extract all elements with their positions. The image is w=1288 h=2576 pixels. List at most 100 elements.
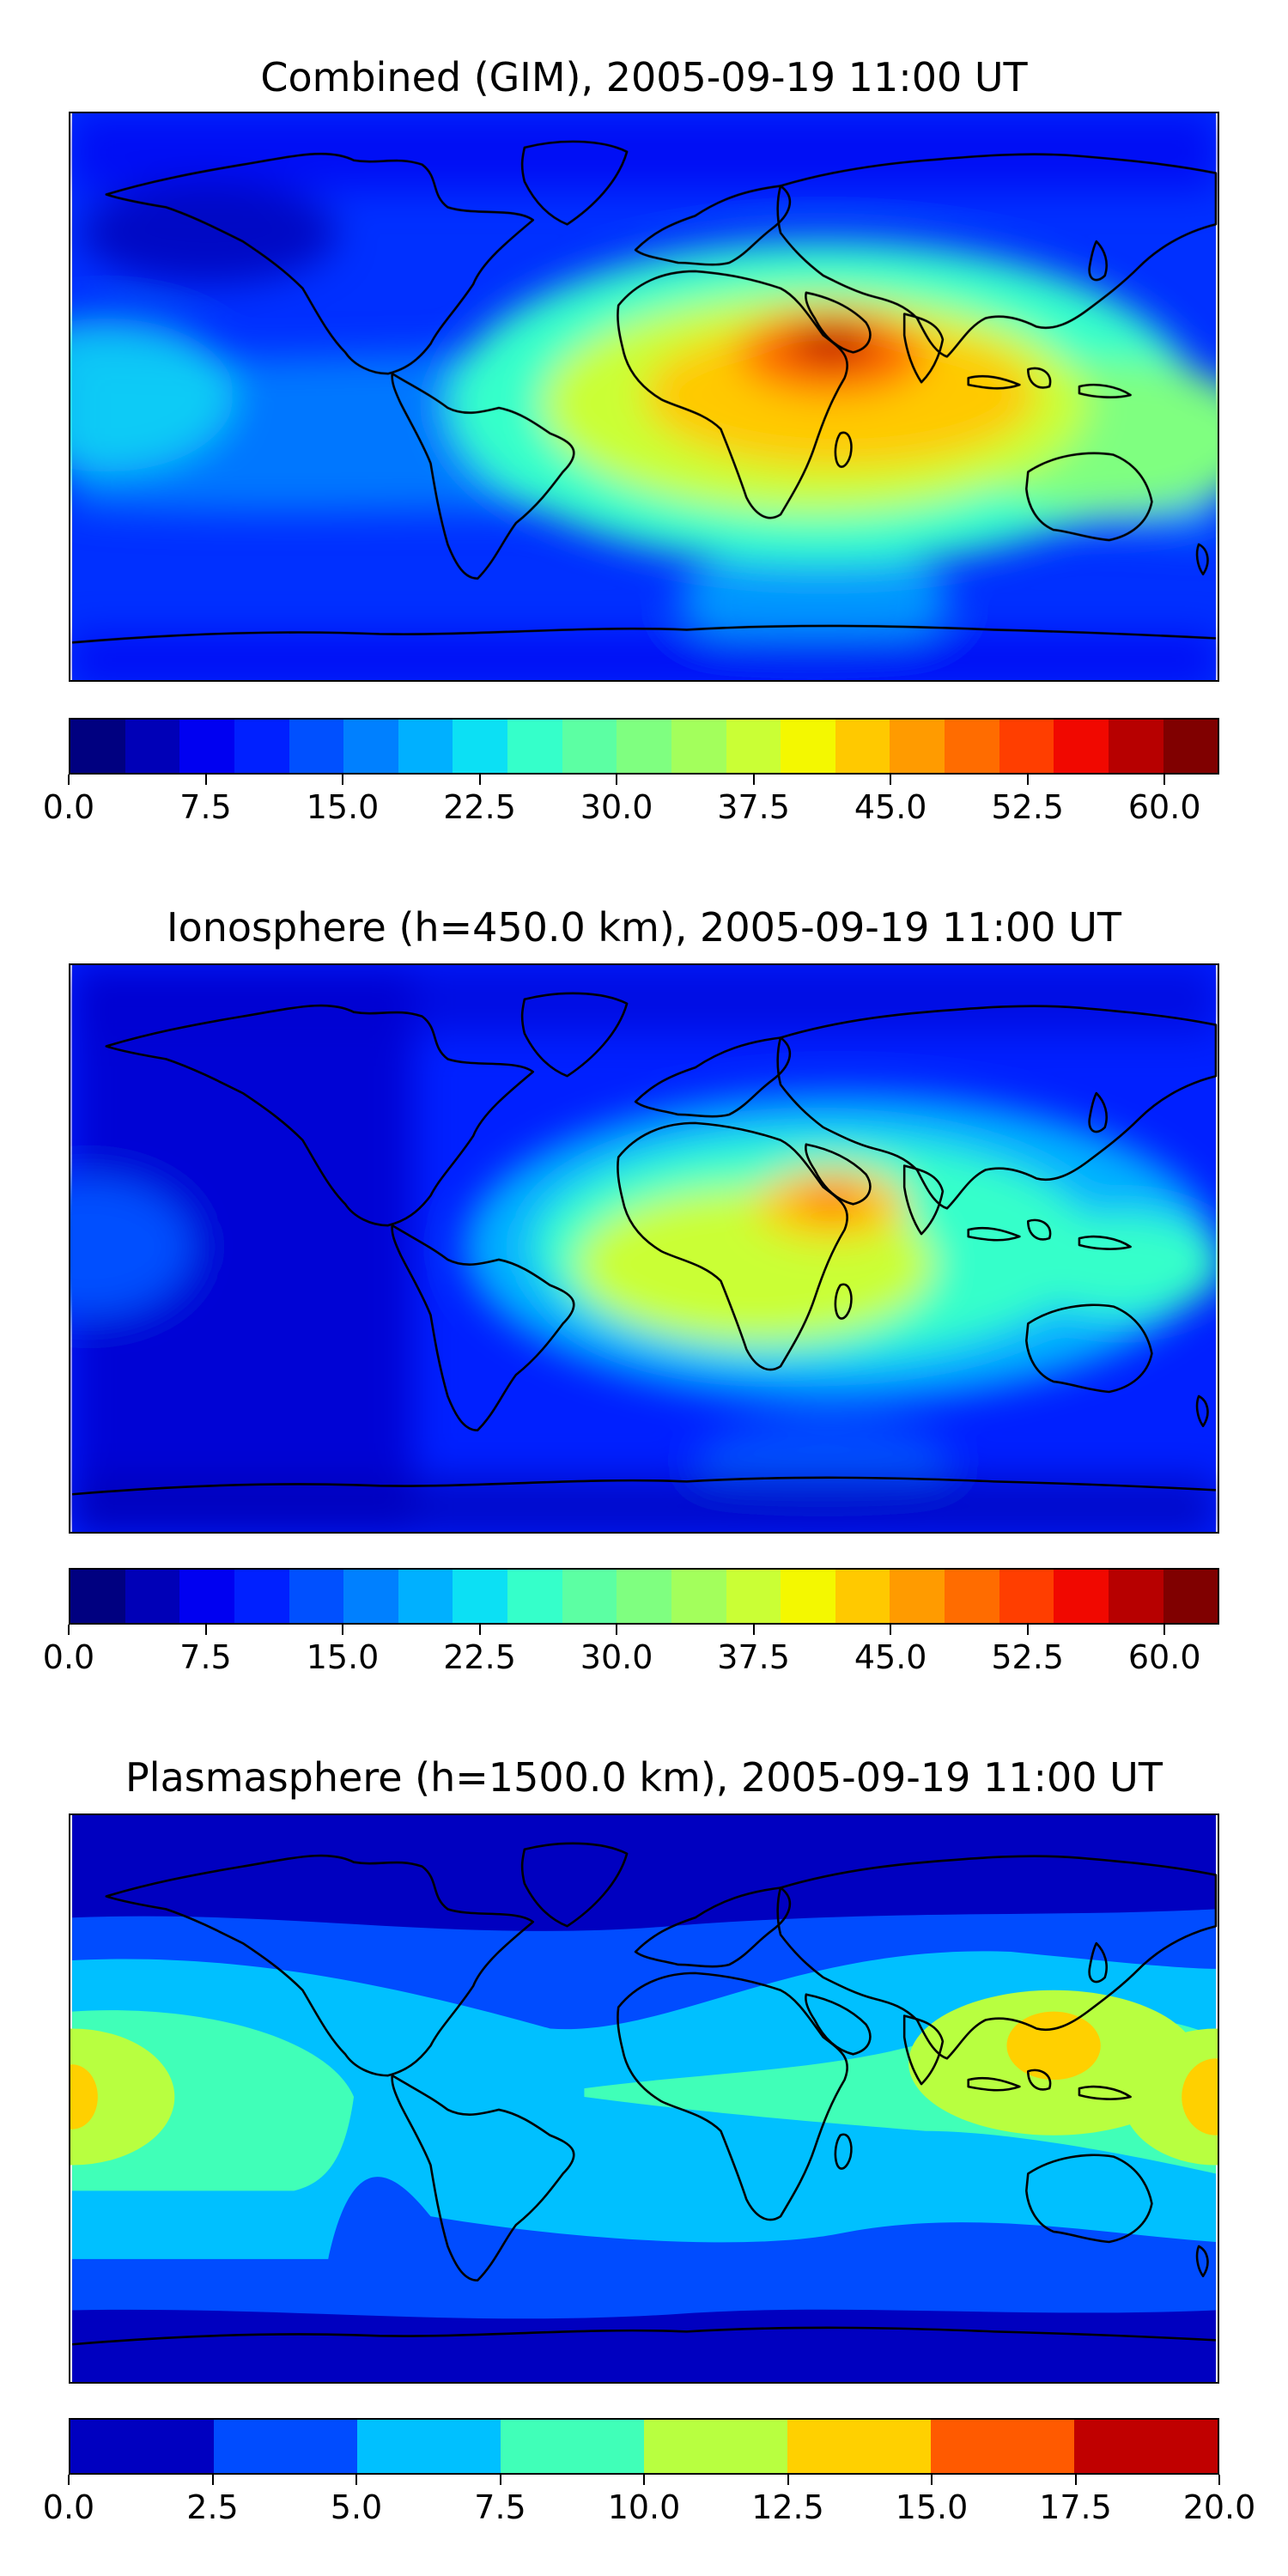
- colorbar-tick-label: 45.0: [854, 788, 927, 826]
- colorbar-tick-label: 22.5: [443, 1638, 516, 1676]
- colorbar-segment: [501, 2420, 644, 2473]
- colorbar-segment: [617, 1570, 671, 1623]
- colorbar-tick: [890, 1625, 892, 1635]
- colorbar-segment: [179, 1570, 234, 1623]
- colorbar-segment: [1054, 1570, 1109, 1623]
- colorbar-segment: [214, 2420, 357, 2473]
- colorbar-segment: [644, 2420, 787, 2473]
- colorbar-segment: [1163, 720, 1218, 773]
- chart-title: Plasmasphere (h=1500.0 km), 2005-09-19 1…: [125, 1754, 1163, 1801]
- colorbar-segment: [70, 2420, 214, 2473]
- colorbar-tick: [1218, 2475, 1220, 2485]
- tec-field: [70, 1909, 1218, 2319]
- blob-pacific: [70, 1178, 192, 1315]
- colorbar-tick: [68, 1625, 70, 1635]
- colorbar-segment: [507, 720, 562, 773]
- colorbar-segment: [357, 2420, 501, 2473]
- colorbar-tick-label: 30.0: [580, 788, 653, 826]
- colorbar-segment: [890, 1570, 945, 1623]
- colorbar-tick: [1163, 775, 1166, 785]
- colorbar-tick: [616, 775, 618, 785]
- colorbar-tick-label: 45.0: [854, 1638, 927, 1676]
- colorbar-tick-label: 52.5: [991, 788, 1064, 826]
- colorbar-segment: [70, 720, 125, 773]
- colorbar-tick: [342, 1625, 344, 1635]
- colorbar-tick-label: 0.0: [42, 2488, 95, 2526]
- map-svg: [70, 113, 1218, 680]
- colorbar-tick-label: 37.5: [717, 788, 790, 826]
- blob-pacific-east-core: [1182, 2058, 1218, 2136]
- colorbar: [69, 2418, 1219, 2475]
- colorbar-segment: [726, 720, 781, 773]
- colorbar-tick-label: 0.0: [42, 788, 95, 826]
- colorbar-tick-label: 37.5: [717, 1638, 790, 1676]
- colorbar-segment: [835, 720, 890, 773]
- colorbar-tick-label: 0.0: [42, 1638, 95, 1676]
- colorbar-tick-label: 7.5: [179, 788, 232, 826]
- colorbar-segment: [671, 720, 726, 773]
- colorbar-tick-label: 22.5: [443, 788, 516, 826]
- tec-map: [69, 1814, 1219, 2384]
- colorbar-tick: [68, 775, 70, 785]
- blob-pacific-west-core: [70, 2064, 98, 2129]
- colorbar-segment: [289, 1570, 344, 1623]
- colorbar-ticks: 0.0 7.5 15.0 22.5 30.0 37.5 45.0 52.5 60.0: [43, 1625, 1219, 1676]
- colorbar-ticks: 0.0 7.5 15.0 22.5 30.0 37.5 45.0 52.5 60.0: [43, 775, 1219, 826]
- chart-title: Combined (GIM), 2005-09-19 11:00 UT: [260, 54, 1028, 100]
- colorbar-tick: [478, 1625, 481, 1635]
- blob-north-pacific: [80, 181, 337, 284]
- map-svg: [70, 965, 1218, 1532]
- colorbar-segment: [781, 1570, 835, 1623]
- colorbar-tick: [1026, 775, 1029, 785]
- colorbar-segment: [671, 1570, 726, 1623]
- colorbar-segment: [945, 1570, 999, 1623]
- colorbar-segment: [1074, 2420, 1218, 2473]
- colorbar-tick: [616, 1625, 618, 1635]
- colorbar-tick: [643, 2475, 645, 2485]
- colorbar-tick-label: 52.5: [991, 1638, 1064, 1676]
- colorbar-segment: [125, 1570, 180, 1623]
- colorbar-segment: [562, 1570, 617, 1623]
- colorbar-segment: [1054, 720, 1109, 773]
- blob-pacific-east: [1121, 2028, 1218, 2166]
- colorbar-tick-label: 30.0: [580, 1638, 653, 1676]
- colorbar-tick-label: 12.5: [751, 2488, 824, 2526]
- colorbar-segment: [931, 2420, 1074, 2473]
- colorbar-tick-label: 7.5: [179, 1638, 232, 1676]
- colorbar-segment: [234, 1570, 289, 1623]
- colorbar-tick: [204, 775, 207, 785]
- tec-map: [69, 963, 1219, 1534]
- band-south-pole: [72, 1477, 1216, 1532]
- colorbar-segment: [999, 720, 1054, 773]
- colorbar-segment: [562, 720, 617, 773]
- map-svg: [70, 1815, 1218, 2382]
- colorbar-segment: [234, 720, 289, 773]
- colorbar-tick: [1163, 1625, 1166, 1635]
- blob-red-sea: [788, 325, 875, 363]
- colorbar-tick-label: 2.5: [186, 2488, 239, 2526]
- blob-pacific-west: [70, 2028, 175, 2166]
- blob-red-sea: [797, 1184, 866, 1216]
- colorbar-segment: [1163, 1570, 1218, 1623]
- colorbar-tick-label: 15.0: [306, 788, 380, 826]
- colorbar-tick: [342, 775, 344, 785]
- colorbar-tick: [355, 2475, 357, 2485]
- band-south-pole: [72, 634, 1216, 680]
- colorbar: [69, 718, 1219, 775]
- colorbar-segment: [507, 1570, 562, 1623]
- colorbar-tick: [752, 775, 755, 785]
- colorbar-ticks: 0.0 2.5 5.0 7.5 10.0 12.5 15.0 17.5 20.0: [43, 2475, 1255, 2526]
- colorbar-segment: [289, 720, 344, 773]
- blob-asia-east: [1019, 1212, 1218, 1315]
- colorbar-segment: [617, 720, 671, 773]
- colorbar-tick-label: 7.5: [474, 2488, 526, 2526]
- colorbar-segment: [726, 1570, 781, 1623]
- colorbar-tick: [499, 2475, 501, 2485]
- colorbar-tick: [1074, 2475, 1077, 2485]
- tec-map: [69, 112, 1219, 682]
- colorbar-segment: [999, 1570, 1054, 1623]
- colorbar-segment: [453, 1570, 507, 1623]
- colorbar-tick: [478, 775, 481, 785]
- band-north-pole: [72, 965, 1216, 1034]
- colorbar-segment: [835, 1570, 890, 1623]
